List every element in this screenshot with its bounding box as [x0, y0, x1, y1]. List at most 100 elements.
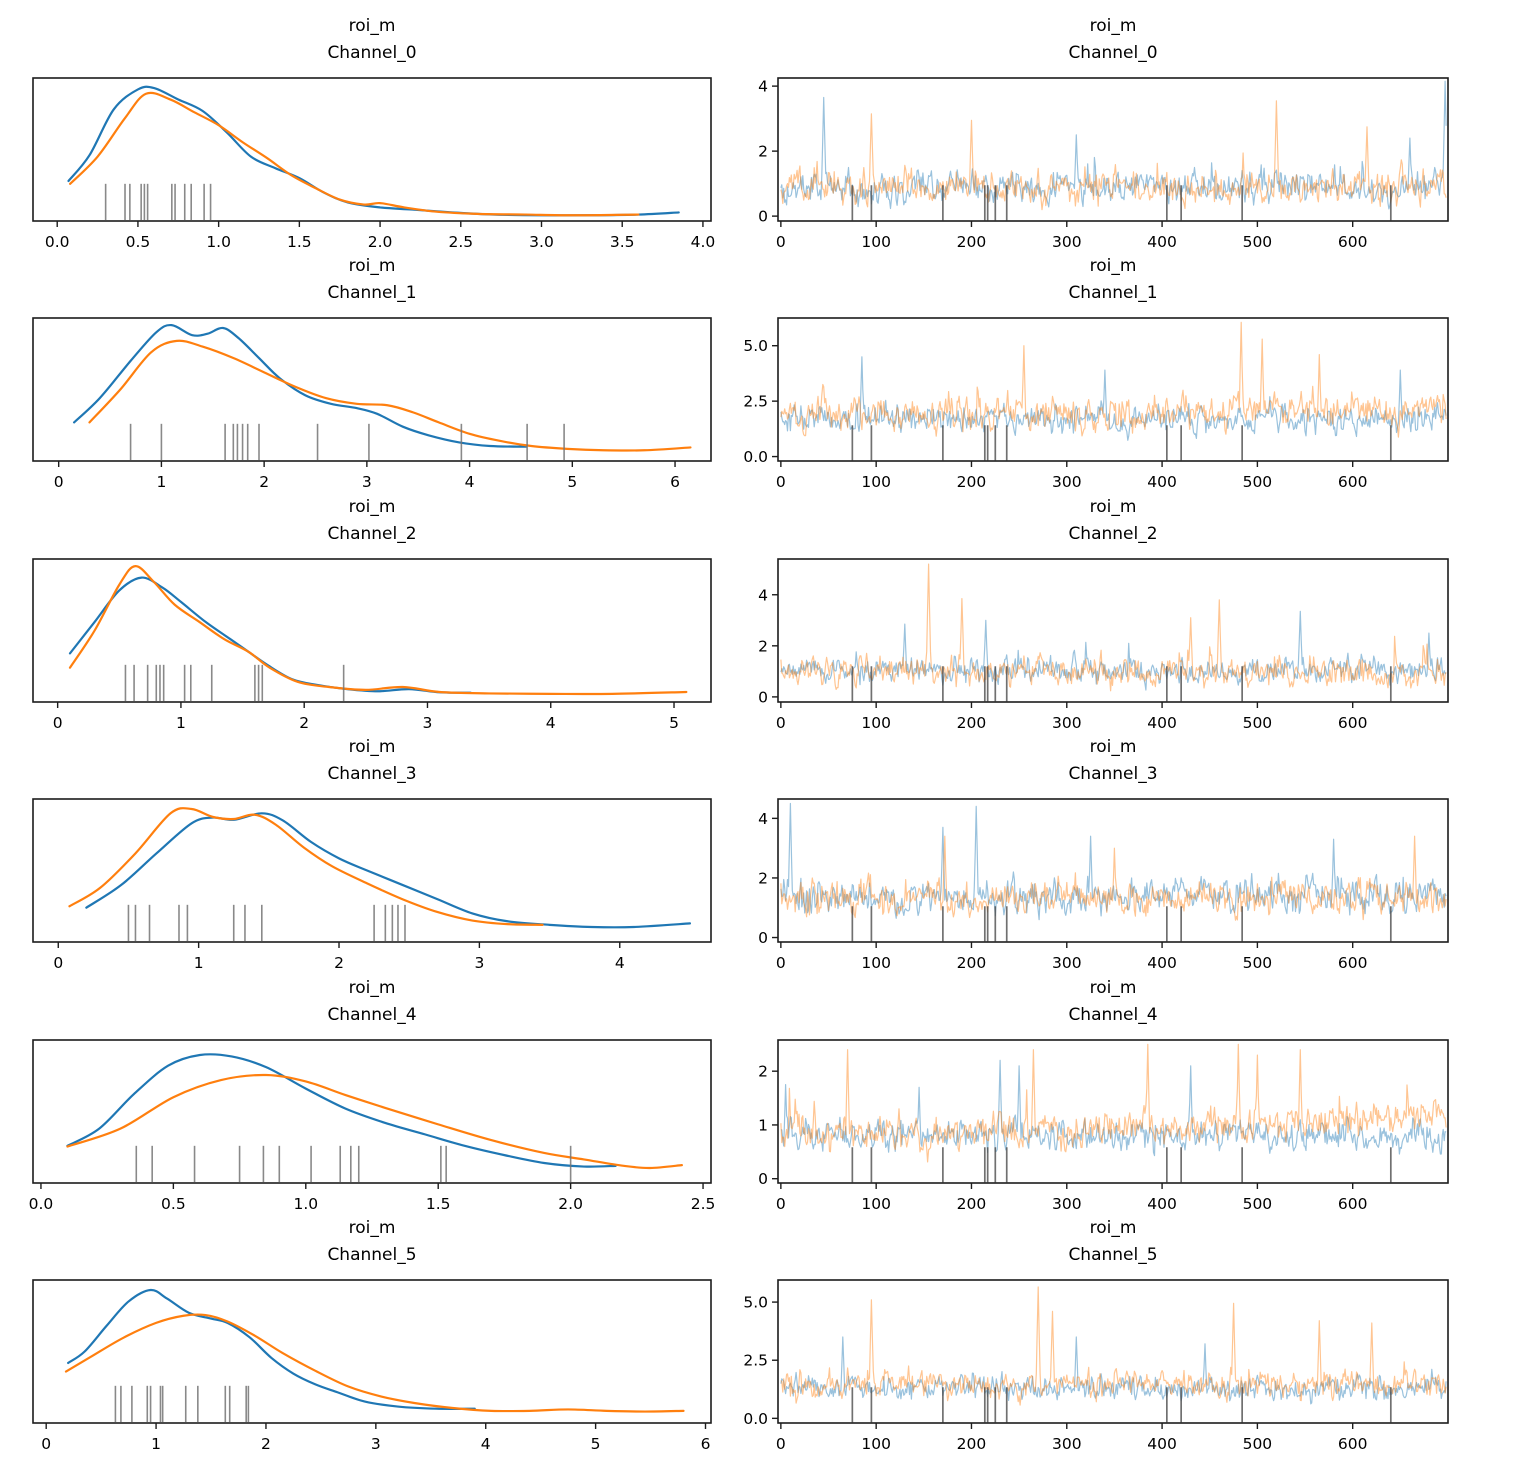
- plot-title-line1: roi_m: [1089, 737, 1137, 757]
- plot-title-line1: roi_m: [1089, 978, 1137, 998]
- x-axis-ticks: 0 100 200 300 400 500 600: [776, 1423, 1368, 1453]
- svg-text:100: 100: [861, 1435, 891, 1453]
- plot-title-line1: roi_m: [348, 497, 396, 517]
- svg-text:300: 300: [1052, 1435, 1082, 1453]
- plot-title-line2: Channel_5: [1068, 1245, 1158, 1265]
- svg-text:500: 500: [1243, 473, 1273, 491]
- svg-text:0: 0: [776, 954, 786, 972]
- svg-text:1: 1: [176, 714, 186, 732]
- axes-frame: [32, 1279, 712, 1424]
- svg-text:5.0: 5.0: [743, 1294, 768, 1312]
- timeseries-line-orange: [780, 563, 1447, 692]
- x-axis-ticks: 0.0 0.5 1.0 1.5 2.0 2.5: [29, 1183, 716, 1213]
- svg-text:2.5: 2.5: [691, 1195, 716, 1213]
- svg-text:0: 0: [54, 473, 64, 491]
- plot-title-line2: Channel_0: [1068, 43, 1158, 63]
- svg-text:6: 6: [670, 473, 680, 491]
- y-axis-ticks: 0 2 4: [758, 78, 778, 226]
- svg-text:1.5: 1.5: [287, 233, 312, 251]
- svg-text:2: 2: [261, 1435, 271, 1453]
- event-markers: [851, 185, 1392, 221]
- svg-text:2: 2: [334, 954, 344, 972]
- svg-text:4: 4: [481, 1435, 491, 1453]
- svg-text:0: 0: [758, 688, 768, 706]
- plot-title-line2: Channel_5: [327, 1245, 417, 1265]
- timeseries-line-orange: [780, 100, 1447, 211]
- x-axis-ticks: 0 100 200 300 400 500 600: [776, 1183, 1368, 1213]
- svg-text:5.0: 5.0: [743, 337, 768, 355]
- rug-marks: [127, 904, 406, 941]
- svg-text:3.5: 3.5: [610, 233, 635, 251]
- kde-curve-blue: [85, 812, 692, 929]
- svg-text:200: 200: [957, 954, 987, 972]
- axes-frame: [777, 317, 1449, 462]
- svg-text:3: 3: [362, 473, 372, 491]
- plot-title: roi_m Channel_0: [33, 13, 711, 67]
- svg-text:600: 600: [1338, 1435, 1368, 1453]
- svg-text:400: 400: [1147, 1435, 1177, 1453]
- svg-text:600: 600: [1338, 1195, 1368, 1213]
- rug-marks: [104, 183, 212, 220]
- plot-title: roi_m Channel_5: [33, 1215, 711, 1269]
- svg-text:500: 500: [1243, 714, 1273, 732]
- timeseries-line-blue: [780, 80, 1447, 210]
- plot-title-line1: roi_m: [348, 16, 396, 36]
- svg-text:4: 4: [615, 954, 625, 972]
- y-axis-ticks: 0 2 4: [758, 586, 778, 706]
- svg-text:600: 600: [1338, 233, 1368, 251]
- svg-text:100: 100: [861, 233, 891, 251]
- svg-text:300: 300: [1052, 1195, 1082, 1213]
- plot-title: roi_m Channel_0: [778, 13, 1448, 67]
- svg-text:0.5: 0.5: [161, 1195, 186, 1213]
- plot-title-line2: Channel_3: [1068, 764, 1158, 784]
- svg-text:3: 3: [474, 954, 484, 972]
- svg-text:100: 100: [861, 954, 891, 972]
- plot-title-line1: roi_m: [348, 1218, 396, 1238]
- svg-text:0.5: 0.5: [126, 233, 151, 251]
- timeseries-line-blue: [780, 356, 1447, 441]
- svg-text:2.5: 2.5: [448, 233, 473, 251]
- svg-text:600: 600: [1338, 954, 1368, 972]
- svg-text:0: 0: [776, 473, 786, 491]
- svg-text:5: 5: [567, 473, 577, 491]
- svg-text:4: 4: [758, 78, 768, 96]
- svg-text:500: 500: [1243, 1435, 1273, 1453]
- svg-text:2: 2: [758, 143, 768, 161]
- kde-curve-orange: [88, 339, 692, 452]
- svg-text:0.0: 0.0: [743, 448, 768, 466]
- kde-curve-orange: [69, 91, 640, 217]
- timeseries-line-orange: [780, 321, 1447, 438]
- rug-marks: [114, 1385, 250, 1422]
- svg-text:300: 300: [1052, 473, 1082, 491]
- plot-title: roi_m Channel_4: [778, 975, 1448, 1029]
- axes-frame: [777, 558, 1449, 703]
- axes-frame: [777, 798, 1449, 943]
- svg-text:1: 1: [758, 1116, 768, 1134]
- svg-text:100: 100: [861, 473, 891, 491]
- plot-title-line2: Channel_2: [1068, 524, 1158, 544]
- svg-text:0.0: 0.0: [743, 1410, 768, 1428]
- svg-text:200: 200: [957, 1195, 987, 1213]
- kde-curve-blue: [67, 85, 680, 217]
- svg-text:0: 0: [776, 714, 786, 732]
- svg-text:2: 2: [299, 714, 309, 732]
- axes-frame: [777, 1039, 1449, 1184]
- svg-text:4: 4: [758, 586, 768, 604]
- plot-title-line1: roi_m: [1089, 16, 1137, 36]
- plot-title: roi_m Channel_3: [33, 734, 711, 788]
- svg-text:1.0: 1.0: [206, 233, 231, 251]
- kde-curve-orange: [66, 1073, 683, 1170]
- y-axis-ticks: 0 1 2: [758, 1063, 778, 1188]
- svg-text:0: 0: [758, 1170, 768, 1188]
- svg-text:0: 0: [53, 714, 63, 732]
- svg-text:1: 1: [194, 954, 204, 972]
- event-markers: [851, 666, 1392, 702]
- x-axis-ticks: 0 1 2 3 4 5 6: [54, 461, 680, 491]
- svg-text:600: 600: [1338, 473, 1368, 491]
- x-axis-ticks: 0 1 2 3 4 5 6: [41, 1423, 710, 1453]
- svg-text:400: 400: [1147, 1195, 1177, 1213]
- plot-title-line2: Channel_1: [1068, 283, 1158, 303]
- svg-text:1: 1: [156, 473, 166, 491]
- plot-title: roi_m Channel_4: [33, 975, 711, 1029]
- svg-text:3.0: 3.0: [529, 233, 554, 251]
